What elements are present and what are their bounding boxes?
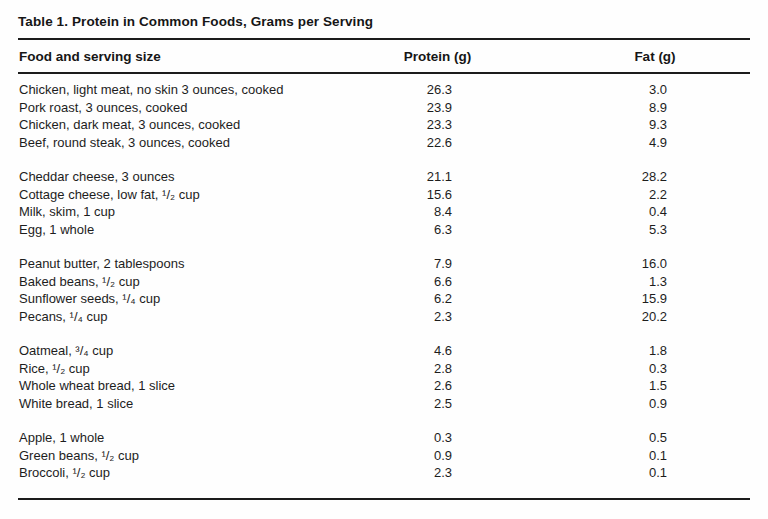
table-row: Apple, 1 whole0.3 0.5 — [18, 429, 750, 447]
protein-cell: 26.3 — [355, 82, 520, 97]
protein-cell: 8.4 — [355, 204, 520, 219]
food-cell: Broccoli, ¹/₂ cup — [18, 465, 355, 480]
table-row: Pecans, ¹/₄ cup2.3 20.2 — [18, 308, 750, 326]
protein-cell: 0.3 — [355, 430, 520, 445]
protein-cell: 2.8 — [355, 361, 520, 376]
food-cell: Whole wheat bread, 1 slice — [18, 378, 355, 393]
table-header-row: Food and serving size Protein (g) Fat (g… — [18, 40, 750, 72]
protein-cell: 2.5 — [355, 396, 520, 411]
table-row: Cheddar cheese, 3 ounces21.1 28.2 — [18, 168, 750, 186]
food-cell: Milk, skim, 1 cup — [18, 204, 355, 219]
fat-cell: 4.9 — [560, 135, 750, 150]
fat-cell: 16.0 — [560, 256, 750, 271]
protein-cell: 21.1 — [355, 169, 520, 184]
table-figure: Table 1. Protein in Common Foods, Grams … — [18, 0, 750, 500]
bottom-rule — [18, 498, 750, 500]
table-row: Baked beans, ¹/₂ cup6.6 1.3 — [18, 273, 750, 291]
protein-cell: 23.3 — [355, 117, 520, 132]
fat-cell: 3.0 — [560, 82, 750, 97]
fat-cell: 0.1 — [560, 448, 750, 463]
table-row: Chicken, dark meat, 3 ounces, cooked23.3… — [18, 116, 750, 134]
food-cell: Peanut butter, 2 tablespoons — [18, 256, 355, 271]
protein-cell: 6.3 — [355, 222, 520, 237]
table-row: Oatmeal, ³/₄ cup4.6 1.8 — [18, 342, 750, 360]
food-cell: Cheddar cheese, 3 ounces — [18, 169, 355, 184]
table-row: Peanut butter, 2 tablespoons7.9 16.0 — [18, 255, 750, 273]
table-row: Broccoli, ¹/₂ cup2.3 0.1 — [18, 464, 750, 482]
table-row: Milk, skim, 1 cup8.4 0.4 — [18, 203, 750, 221]
fat-cell: 9.3 — [560, 117, 750, 132]
table-row: Pork roast, 3 ounces, cooked23.9 8.9 — [18, 99, 750, 117]
food-cell: Pork roast, 3 ounces, cooked — [18, 100, 355, 115]
food-cell: Sunflower seeds, ¹/₄ cup — [18, 291, 355, 306]
fat-cell: 28.2 — [560, 169, 750, 184]
fat-cell: 0.4 — [560, 204, 750, 219]
food-cell: Green beans, ¹/₂ cup — [18, 448, 355, 463]
protein-cell: 23.9 — [355, 100, 520, 115]
food-cell: Apple, 1 whole — [18, 430, 355, 445]
food-cell: Baked beans, ¹/₂ cup — [18, 274, 355, 289]
table-row: Rice, ¹/₂ cup2.8 0.3 — [18, 360, 750, 378]
fat-cell: 0.3 — [560, 361, 750, 376]
table-group: Apple, 1 whole0.3 0.5 Green beans, ¹/₂ cup… — [18, 429, 750, 482]
table-group: Chicken, light meat, no skin 3 ounces, c… — [18, 81, 750, 151]
food-cell: Cottage cheese, low fat, ¹/₂ cup — [18, 187, 355, 202]
food-cell: Beef, round steak, 3 ounces, cooked — [18, 135, 355, 150]
protein-cell: 6.2 — [355, 291, 520, 306]
fat-cell: 0.5 — [560, 430, 750, 445]
fat-cell: 1.3 — [560, 274, 750, 289]
table-row: White bread, 1 slice2.5 0.9 — [18, 395, 750, 413]
table-group: Peanut butter, 2 tablespoons7.9 16.0 Baked… — [18, 255, 750, 325]
fat-cell: 5.3 — [560, 222, 750, 237]
table-row: Chicken, light meat, no skin 3 ounces, c… — [18, 81, 750, 99]
protein-cell: 15.6 — [355, 187, 520, 202]
fat-cell: 2.2 — [560, 187, 750, 202]
food-cell: Chicken, light meat, no skin 3 ounces, c… — [18, 82, 355, 97]
fat-cell: 0.1 — [560, 465, 750, 480]
fat-cell: 20.2 — [560, 309, 750, 324]
protein-cell: 0.9 — [355, 448, 520, 463]
fat-cell: 0.9 — [560, 396, 750, 411]
table-title: Table 1. Protein in Common Foods, Grams … — [18, 0, 750, 38]
column-header-protein: Protein (g) — [355, 49, 520, 64]
fat-cell: 1.5 — [560, 378, 750, 393]
table-row: Beef, round steak, 3 ounces, cooked22.6 4… — [18, 134, 750, 152]
table-body: Chicken, light meat, no skin 3 ounces, c… — [18, 74, 750, 482]
protein-cell: 2.3 — [355, 309, 520, 324]
document-page: Table 1. Protein in Common Foods, Grams … — [0, 0, 768, 519]
food-cell: White bread, 1 slice — [18, 396, 355, 411]
table-row: Cottage cheese, low fat, ¹/₂ cup15.6 2.2 — [18, 186, 750, 204]
column-header-fat: Fat (g) — [560, 49, 750, 64]
food-cell: Oatmeal, ³/₄ cup — [18, 343, 355, 358]
fat-cell: 15.9 — [560, 291, 750, 306]
column-header-food: Food and serving size — [18, 49, 355, 64]
table-row: Sunflower seeds, ¹/₄ cup6.2 15.9 — [18, 290, 750, 308]
protein-cell: 7.9 — [355, 256, 520, 271]
fat-cell: 1.8 — [560, 343, 750, 358]
protein-cell: 2.3 — [355, 465, 520, 480]
food-cell: Pecans, ¹/₄ cup — [18, 309, 355, 324]
food-cell: Rice, ¹/₂ cup — [18, 361, 355, 376]
table-row: Egg, 1 whole6.3 5.3 — [18, 221, 750, 239]
table-row: Green beans, ¹/₂ cup0.9 0.1 — [18, 447, 750, 465]
food-cell: Egg, 1 whole — [18, 222, 355, 237]
table-group: Cheddar cheese, 3 ounces21.1 28.2 Cottage … — [18, 168, 750, 238]
protein-cell: 2.6 — [355, 378, 520, 393]
protein-cell: 4.6 — [355, 343, 520, 358]
protein-cell: 22.6 — [355, 135, 520, 150]
table-row: Whole wheat bread, 1 slice2.6 1.5 — [18, 377, 750, 395]
food-cell: Chicken, dark meat, 3 ounces, cooked — [18, 117, 355, 132]
table-group: Oatmeal, ³/₄ cup4.6 1.8 Rice, ¹/₂ cup2.8 0.… — [18, 342, 750, 412]
fat-cell: 8.9 — [560, 100, 750, 115]
protein-cell: 6.6 — [355, 274, 520, 289]
